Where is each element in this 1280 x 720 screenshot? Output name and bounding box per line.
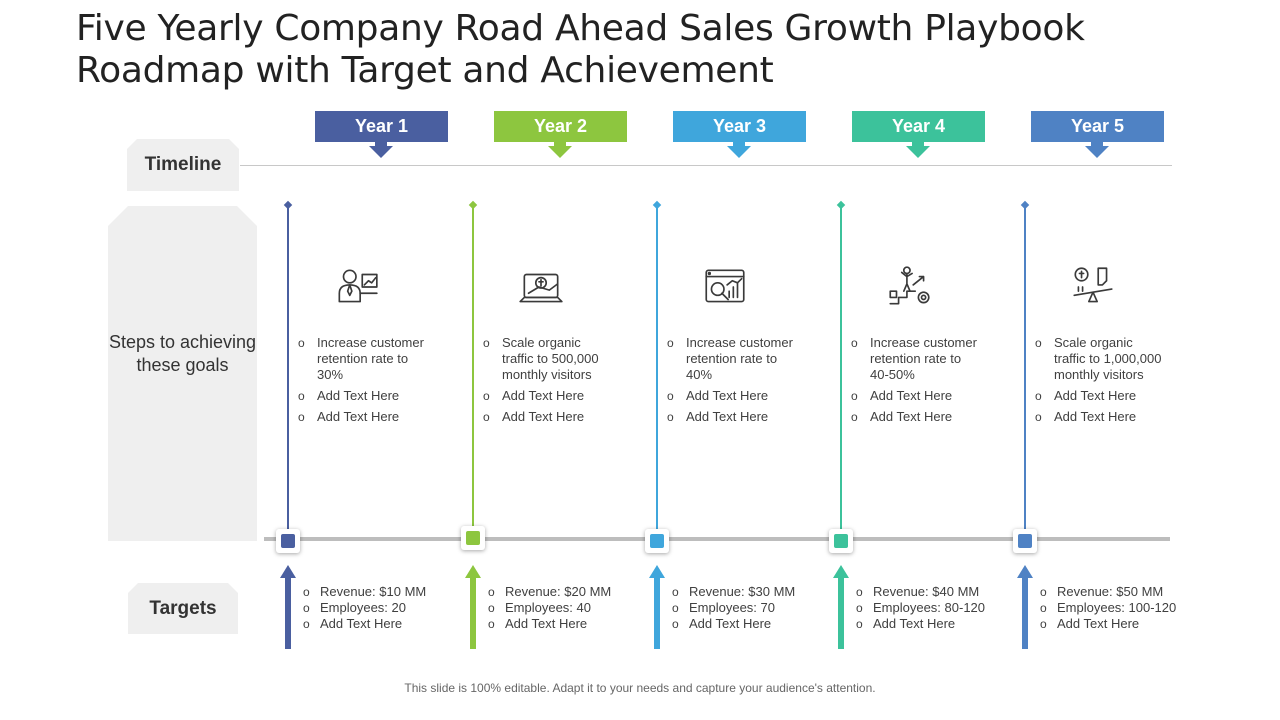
money-balance-icon (1073, 267, 1113, 303)
target-item: Revenue: $30 MM (672, 584, 832, 600)
target-up-arrow-icon (1017, 565, 1033, 649)
year-label: Year 3 (712, 116, 767, 136)
milestone-node (461, 526, 485, 550)
year-tab-2: Year 2 (494, 111, 627, 158)
year-tab-4: Year 4 (852, 111, 985, 158)
base-line (264, 537, 1170, 541)
step-item: Add Text Here (851, 388, 981, 404)
businessman-chart-icon (338, 269, 378, 303)
step-item: Add Text Here (1035, 388, 1165, 404)
down-arrow-icon (906, 146, 930, 158)
timeline-label: Timeline (127, 139, 239, 191)
step-item: Increase customer retention rate to 30% (298, 335, 428, 383)
target-up-arrow-icon (833, 565, 849, 649)
timeline-line (240, 165, 1172, 166)
target-item: Revenue: $50 MM (1040, 584, 1200, 600)
steps-list: Scale organic traffic to 1,000,000 month… (1035, 335, 1165, 430)
footer-note: This slide is 100% editable. Adapt it to… (404, 681, 876, 695)
down-arrow-icon (548, 146, 572, 158)
vertical-connector (287, 207, 289, 537)
year-tab-3: Year 3 (673, 111, 806, 158)
target-item: Employees: 80-120 (856, 600, 1016, 616)
step-item: Scale organic traffic to 1,000,000 month… (1035, 335, 1165, 383)
step-item: Add Text Here (483, 409, 613, 425)
vertical-connector (840, 207, 842, 537)
growth-stairs-icon (889, 266, 930, 305)
down-arrow-icon (1085, 146, 1109, 158)
laptop-money-icon (519, 273, 563, 303)
year-label: Year 4 (891, 116, 946, 136)
step-item: Add Text Here (483, 388, 613, 404)
steps-label: Steps to achieving these goals (108, 206, 257, 541)
target-item: Add Text Here (488, 616, 648, 632)
targets-list: Revenue: $40 MMEmployees: 80-120Add Text… (856, 584, 1016, 632)
target-item: Employees: 70 (672, 600, 832, 616)
step-item: Add Text Here (298, 388, 428, 404)
steps-list: Increase customer retention rate to 40-5… (851, 335, 981, 430)
step-item: Add Text Here (298, 409, 428, 425)
step-item: Scale organic traffic to 500,000 monthly… (483, 335, 613, 383)
down-arrow-stem (554, 142, 566, 146)
milestone-node (645, 529, 669, 553)
steps-list: Scale organic traffic to 500,000 monthly… (483, 335, 613, 430)
step-item: Increase customer retention rate to 40-5… (851, 335, 981, 383)
year-label: Year 5 (1070, 116, 1125, 136)
down-arrow-stem (912, 142, 924, 146)
target-item: Add Text Here (303, 616, 463, 632)
analytics-dashboard-icon (705, 269, 745, 303)
target-item: Revenue: $20 MM (488, 584, 648, 600)
targets-list: Revenue: $10 MMEmployees: 20Add Text Her… (303, 584, 463, 632)
milestone-node (1013, 529, 1037, 553)
steps-list: Increase customer retention rate to 40% A… (667, 335, 797, 430)
target-item: Employees: 40 (488, 600, 648, 616)
step-item: Add Text Here (667, 388, 797, 404)
step-item: Increase customer retention rate to 40% (667, 335, 797, 383)
targets-list: Revenue: $50 MMEmployees: 100-120Add Tex… (1040, 584, 1200, 632)
targets-label: Targets (128, 583, 238, 634)
milestone-node (276, 529, 300, 553)
steps-list: Increase customer retention rate to 30% A… (298, 335, 428, 430)
target-up-arrow-icon (280, 565, 296, 649)
vertical-connector (472, 207, 474, 537)
step-item: Add Text Here (667, 409, 797, 425)
down-arrow-stem (1091, 142, 1103, 146)
milestone-node (829, 529, 853, 553)
step-item: Add Text Here (851, 409, 981, 425)
targets-list: Revenue: $20 MMEmployees: 40Add Text Her… (488, 584, 648, 632)
target-item: Revenue: $40 MM (856, 584, 1016, 600)
slide-title: Five Yearly Company Road Ahead Sales Gro… (76, 8, 1085, 91)
target-item: Add Text Here (856, 616, 1016, 632)
year-tab-1: Year 1 (315, 111, 448, 158)
target-item: Add Text Here (1040, 616, 1200, 632)
target-up-arrow-icon (649, 565, 665, 649)
down-arrow-stem (375, 142, 387, 146)
year-label: Year 2 (533, 116, 588, 136)
step-item: Add Text Here (1035, 409, 1165, 425)
target-item: Employees: 20 (303, 600, 463, 616)
target-item: Add Text Here (672, 616, 832, 632)
target-item: Revenue: $10 MM (303, 584, 463, 600)
year-tab-5: Year 5 (1031, 111, 1164, 158)
vertical-connector (1024, 207, 1026, 537)
down-arrow-icon (369, 146, 393, 158)
target-item: Employees: 100-120 (1040, 600, 1200, 616)
vertical-connector (656, 207, 658, 537)
down-arrow-icon (727, 146, 751, 158)
year-label: Year 1 (354, 116, 409, 136)
targets-list: Revenue: $30 MMEmployees: 70Add Text Her… (672, 584, 832, 632)
target-up-arrow-icon (465, 565, 481, 649)
down-arrow-stem (733, 142, 745, 146)
